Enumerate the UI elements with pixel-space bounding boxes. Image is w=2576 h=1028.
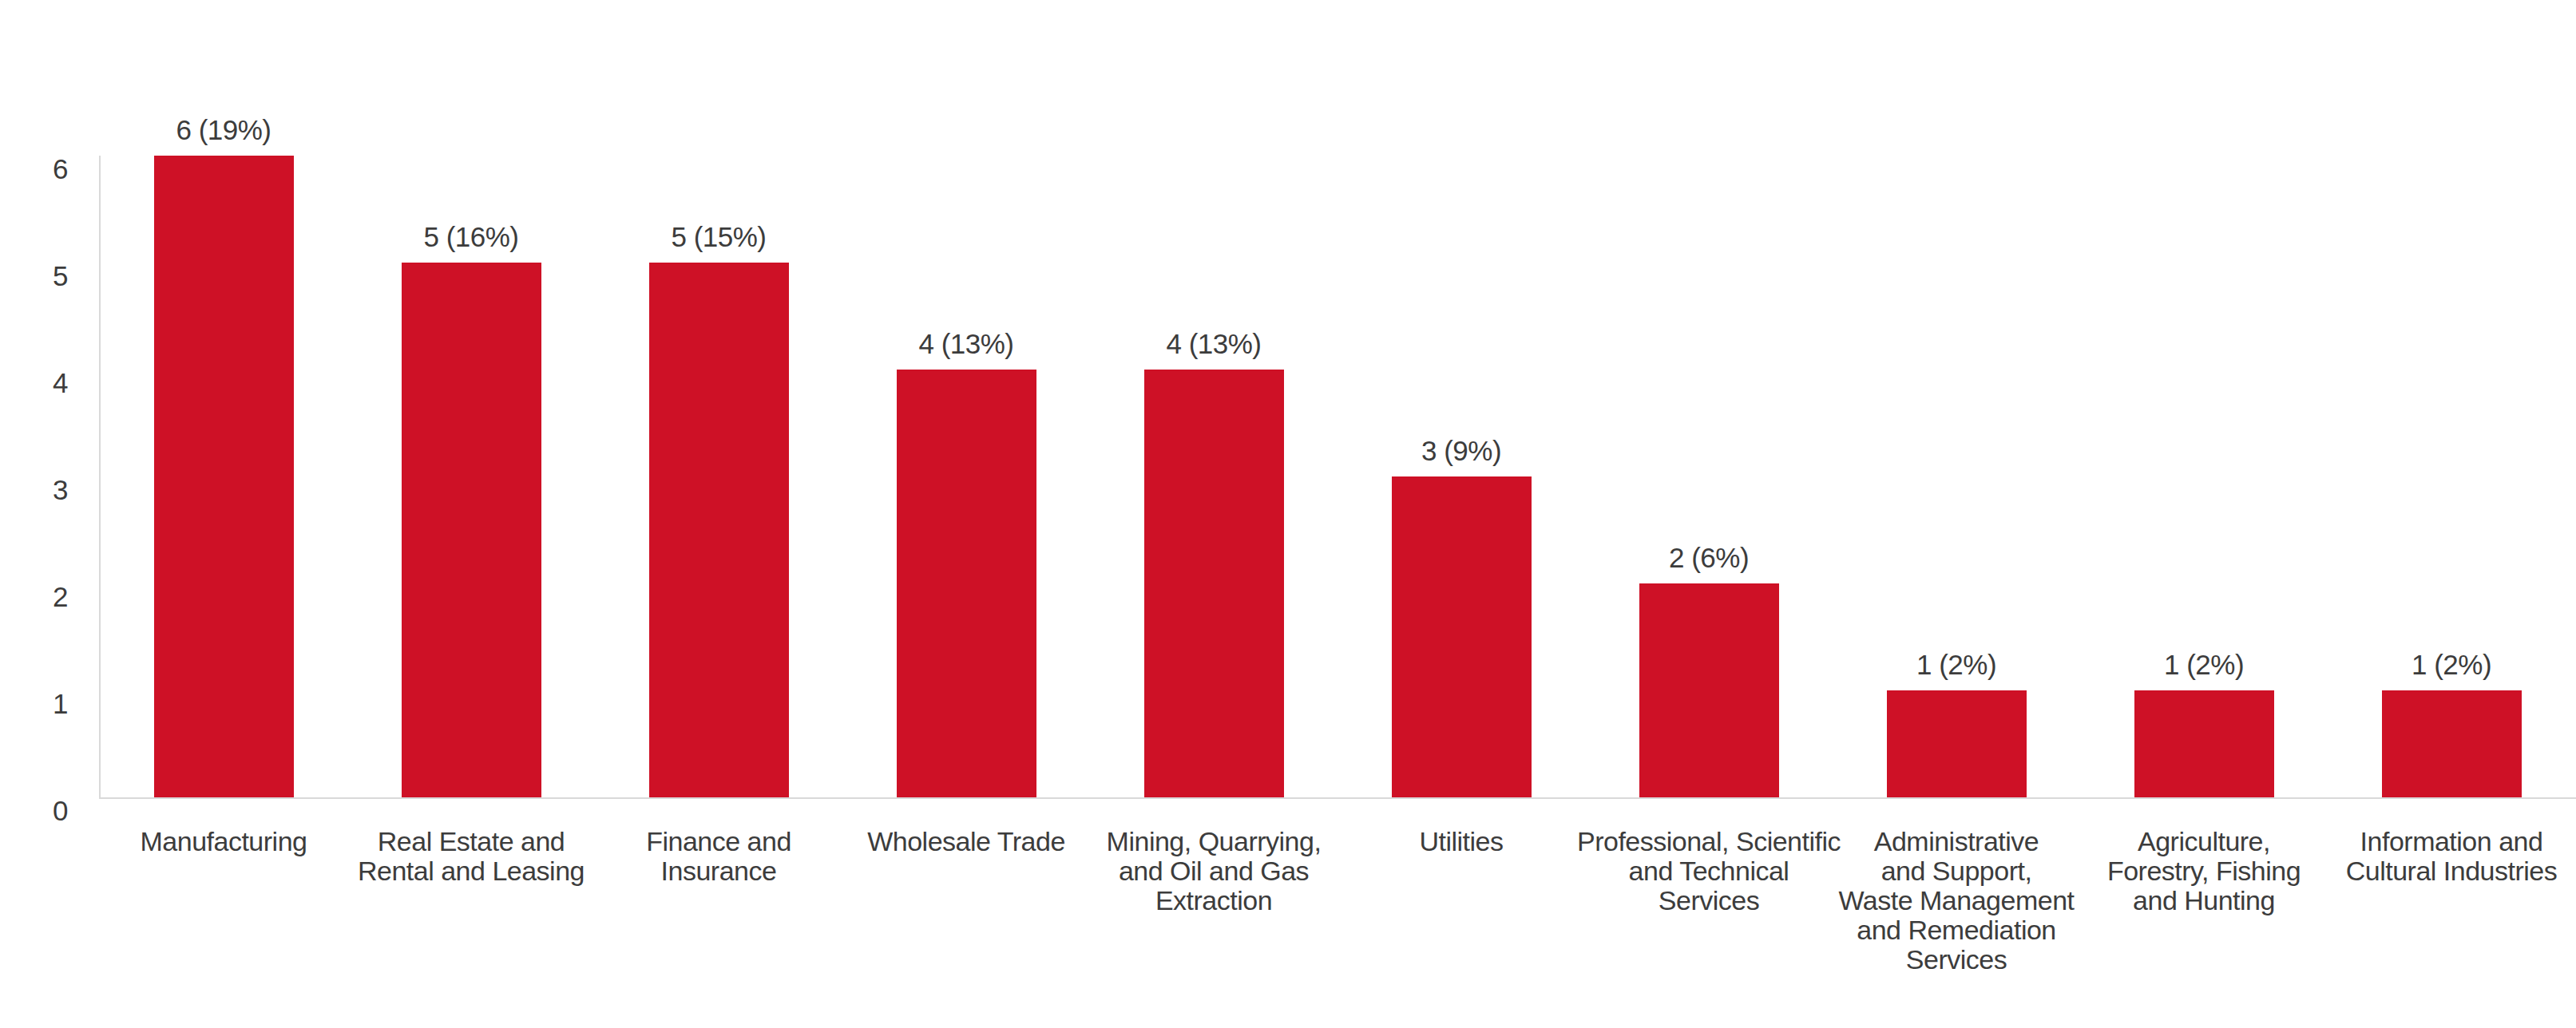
x-axis-category-label: Administrative and Support, Waste Manage… bbox=[1821, 827, 2092, 975]
x-axis-category-label: Wholesale Trade bbox=[830, 827, 1102, 856]
bar-value-label: 4 (13%) bbox=[846, 328, 1086, 360]
x-axis-category-label: Utilities bbox=[1326, 827, 1597, 856]
bar-value-label: 3 (9%) bbox=[1342, 435, 1581, 467]
bar-value-label: 5 (16%) bbox=[351, 221, 591, 253]
y-axis-tick-label: 6 bbox=[0, 153, 68, 185]
x-axis-category-label: Manufacturing bbox=[88, 827, 359, 856]
y-axis-tick-label: 2 bbox=[0, 581, 68, 613]
bar bbox=[154, 156, 294, 797]
x-axis-category-label: Agriculture, Forestry, Fishing and Hunti… bbox=[2068, 827, 2340, 915]
x-axis-category-label: Real Estate and Rental and Leasing bbox=[335, 827, 607, 886]
x-axis-category-label: Finance and Insurance bbox=[583, 827, 854, 886]
y-axis-tick-label: 4 bbox=[0, 367, 68, 399]
x-axis-category-label: Mining, Quarrying, and Oil and Gas Extra… bbox=[1078, 827, 1349, 915]
bar bbox=[2382, 690, 2522, 797]
bar-value-label: 4 (13%) bbox=[1094, 328, 1334, 360]
bar-value-label: 6 (19%) bbox=[104, 114, 343, 146]
y-axis-tick-label: 0 bbox=[0, 795, 68, 827]
y-axis-tick-label: 1 bbox=[0, 688, 68, 720]
bar bbox=[2134, 690, 2274, 797]
x-axis-category-label: Information and Cultural Industries bbox=[2316, 827, 2576, 886]
bar-value-label: 1 (2%) bbox=[1837, 649, 2076, 681]
bar bbox=[1639, 583, 1779, 797]
bar bbox=[649, 263, 789, 797]
x-axis-category-label: Professional, Scientific and Technical S… bbox=[1573, 827, 1845, 915]
bar bbox=[1887, 690, 2027, 797]
bar-value-label: 2 (6%) bbox=[1589, 542, 1829, 574]
y-axis-tick-label: 3 bbox=[0, 474, 68, 506]
bar bbox=[402, 263, 541, 797]
bar bbox=[897, 370, 1036, 797]
bar bbox=[1392, 476, 1532, 797]
bar-chart: 0 1 2 3 4 5 6 6 (19%) Manufacturing 5 (16%) Real E… bbox=[0, 0, 2576, 1028]
chart-page: { "chart_data": { "type": "bar", "catego… bbox=[0, 0, 2576, 1028]
bar-value-label: 1 (2%) bbox=[2084, 649, 2324, 681]
bar-value-label: 1 (2%) bbox=[2332, 649, 2571, 681]
y-axis-line bbox=[99, 156, 101, 799]
bar bbox=[1144, 370, 1284, 797]
y-axis-tick-label: 5 bbox=[0, 260, 68, 292]
bar-value-label: 5 (15%) bbox=[599, 221, 838, 253]
x-axis-line bbox=[99, 797, 2576, 799]
